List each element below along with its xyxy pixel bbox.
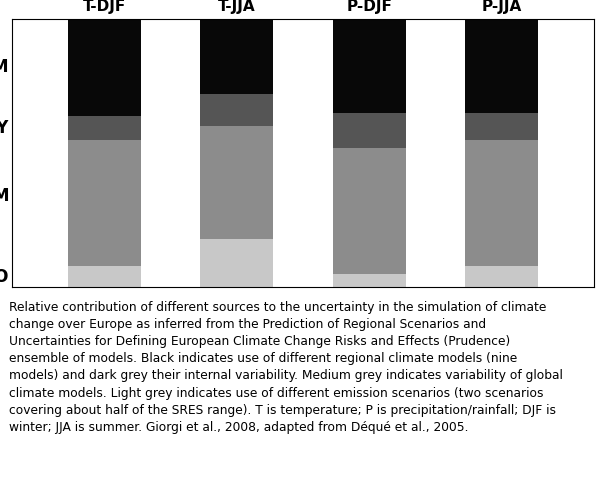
Bar: [333, 274, 406, 287]
Bar: [68, 116, 141, 140]
Bar: [68, 140, 141, 266]
Bar: [465, 140, 538, 266]
Bar: [200, 94, 273, 126]
Text: SCENARIO: SCENARIO: [0, 268, 10, 285]
Bar: [465, 19, 538, 113]
Bar: [200, 239, 273, 287]
Text: RCM: RCM: [0, 58, 10, 77]
Bar: [200, 126, 273, 239]
Text: VARIABILITY: VARIABILITY: [0, 119, 10, 137]
Bar: [465, 113, 538, 140]
Bar: [68, 19, 141, 116]
Text: GCM: GCM: [0, 187, 10, 205]
Bar: [333, 113, 406, 148]
Text: Relative contribution of different sources to the uncertainty in the simulation : Relative contribution of different sourc…: [9, 301, 563, 434]
Bar: [333, 19, 406, 113]
Bar: [465, 266, 538, 287]
Bar: [200, 19, 273, 94]
Bar: [333, 148, 406, 274]
Bar: [68, 266, 141, 287]
